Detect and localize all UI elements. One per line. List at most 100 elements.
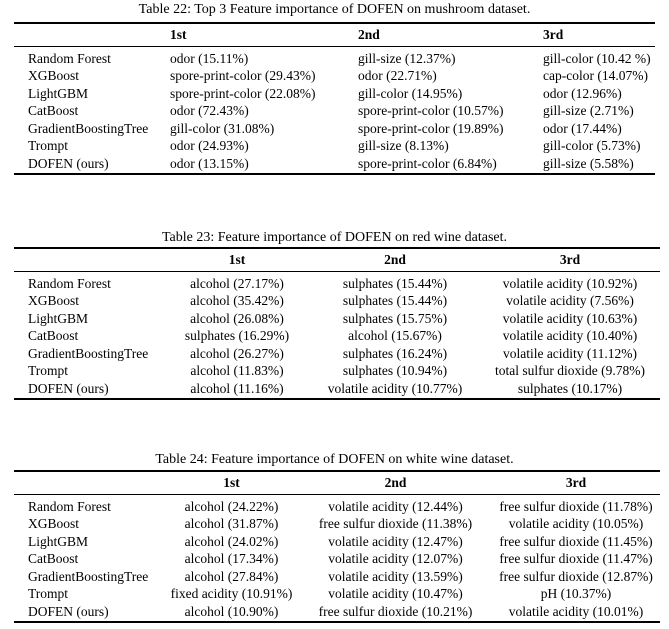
model-name: Random Forest xyxy=(28,275,111,291)
feature-cell: cap-color (14.07%) xyxy=(543,68,648,84)
table-row: LightGBM alcohol (26.08%) sulphates (15.… xyxy=(14,310,660,328)
table-row: CatBoost alcohol (17.34%) volatile acidi… xyxy=(14,551,660,569)
feature-cell: free sulfur dioxide (11.78%) xyxy=(499,498,653,514)
table-23-caption: Table 23: Feature importance of DOFEN on… xyxy=(161,230,508,245)
feature-cell: alcohol (27.17%) xyxy=(190,275,284,291)
feature-cell: gill-size (12.37%) xyxy=(358,50,456,66)
column-header-3rd: 3rd xyxy=(543,23,655,47)
model-name: CatBoost xyxy=(28,103,79,119)
feature-cell: volatile acidity (7.56%) xyxy=(506,293,634,309)
table-row: Random Forest alcohol (27.17%) sulphates… xyxy=(14,272,660,293)
feature-cell: volatile acidity (10.05%) xyxy=(508,516,644,532)
feature-cell: spore-print-color (19.89%) xyxy=(358,120,504,136)
table-22-caption: Table 22: Top 3 Feature importance of DO… xyxy=(138,2,531,17)
model-name: Trompt xyxy=(28,363,69,379)
corner-cell xyxy=(14,248,164,272)
feature-cell: gill-size (8.13%) xyxy=(358,138,449,154)
model-name: CatBoost xyxy=(28,551,79,567)
corner-cell xyxy=(14,23,170,47)
model-name: XGBoost xyxy=(28,293,80,309)
feature-cell: total sulfur dioxide (9.78%) xyxy=(495,363,645,379)
column-header-3rd: 3rd xyxy=(492,471,660,495)
feature-cell: alcohol (31.87%) xyxy=(184,516,279,532)
feature-cell: sulphates (16.29%) xyxy=(184,328,290,344)
table-24-white-wine-feature-importance: 1st 2nd 3rd Random Forest alcohol (24.22… xyxy=(14,470,660,623)
model-name: Trompt xyxy=(28,586,69,602)
feature-cell: volatile acidity (12.44%) xyxy=(328,498,463,514)
table-row: Trompt fixed acidity (10.91%) volatile a… xyxy=(14,586,660,604)
model-name: CatBoost xyxy=(28,328,79,344)
column-header-3rd: 3rd xyxy=(480,248,660,272)
table-row: CatBoost sulphates (16.29%) alcohol (15.… xyxy=(14,328,660,346)
feature-cell: alcohol (27.84%) xyxy=(184,568,279,584)
model-name: GradientBoostingTree xyxy=(28,568,149,584)
model-name: Random Forest xyxy=(28,498,111,514)
feature-cell: volatile acidity (10.63%) xyxy=(502,310,638,326)
model-name: GradientBoostingTree xyxy=(28,120,149,136)
feature-cell: volatile acidity (10.01%) xyxy=(508,603,644,619)
table-row: Random Forest odor (15.11%) gill-size (1… xyxy=(14,47,655,68)
feature-cell: volatile acidity (13.59%) xyxy=(328,568,463,584)
model-name: Random Forest xyxy=(28,50,111,66)
table-row: CatBoost odor (72.43%) spore-print-color… xyxy=(14,103,655,121)
table-24-caption: Table 24: Feature importance of DOFEN on… xyxy=(155,452,514,467)
table-row: GradientBoostingTree gill-color (31.08%)… xyxy=(14,120,655,138)
feature-cell: alcohol (35.42%) xyxy=(190,293,284,309)
column-header-1st: 1st xyxy=(170,23,358,47)
feature-cell: alcohol (11.83%) xyxy=(190,363,284,379)
table-row: DOFEN (ours) alcohol (10.90%) free sulfu… xyxy=(14,603,660,622)
model-name: Trompt xyxy=(28,138,69,154)
feature-cell: spore-print-color (10.57%) xyxy=(358,103,504,119)
header-row: 1st 2nd 3rd xyxy=(14,471,660,495)
feature-cell: volatile acidity (12.07%) xyxy=(328,551,463,567)
feature-cell: odor (24.93%) xyxy=(170,138,249,154)
feature-cell: free sulfur dioxide (10.21%) xyxy=(318,603,473,619)
feature-cell: gill-color (31.08%) xyxy=(170,120,275,136)
feature-cell: free sulfur dioxide (12.87%) xyxy=(499,568,653,584)
feature-cell: sulphates (16.24%) xyxy=(342,345,448,361)
feature-cell: gill-color (10.42 %) xyxy=(543,50,651,66)
feature-cell: odor (15.11%) xyxy=(170,50,249,66)
table-row: LightGBM alcohol (24.02%) volatile acidi… xyxy=(14,533,660,551)
model-name: LightGBM xyxy=(28,533,89,549)
feature-cell: gill-size (2.71%) xyxy=(543,103,634,119)
table-row: XGBoost spore-print-color (29.43%) odor … xyxy=(14,68,655,86)
feature-cell: spore-print-color (29.43%) xyxy=(170,68,316,84)
table-row: Trompt odor (24.93%) gill-size (8.13%) g… xyxy=(14,138,655,156)
model-name: LightGBM xyxy=(28,310,89,326)
feature-cell: spore-print-color (6.84%) xyxy=(358,155,497,171)
feature-cell: sulphates (10.94%) xyxy=(342,363,448,379)
feature-cell: alcohol (26.08%) xyxy=(190,310,284,326)
model-name: GradientBoostingTree xyxy=(28,345,149,361)
column-header-2nd: 2nd xyxy=(310,248,480,272)
model-name: XGBoost xyxy=(28,68,80,84)
model-name: LightGBM xyxy=(28,85,89,101)
feature-cell: alcohol (15.67%) xyxy=(348,328,442,344)
column-header-2nd: 2nd xyxy=(358,23,543,47)
feature-cell: gill-color (5.73%) xyxy=(543,138,641,154)
feature-cell: odor (22.71%) xyxy=(358,68,437,84)
corner-cell xyxy=(14,471,164,495)
feature-cell: volatile acidity (12.47%) xyxy=(328,533,463,549)
feature-cell: odor (72.43%) xyxy=(170,103,249,119)
model-name: DOFEN (ours) xyxy=(28,155,109,171)
feature-cell: sulphates (15.44%) xyxy=(342,293,448,309)
feature-cell: alcohol (17.34%) xyxy=(184,551,279,567)
feature-cell: volatile acidity (10.40%) xyxy=(502,328,638,344)
feature-cell: fixed acidity (10.91%) xyxy=(170,586,293,602)
feature-cell: volatile acidity (11.12%) xyxy=(502,345,638,361)
feature-cell: alcohol (24.22%) xyxy=(184,498,279,514)
feature-cell: odor (17.44%) xyxy=(543,120,622,136)
feature-cell: alcohol (26.27%) xyxy=(190,345,284,361)
table-row: XGBoost alcohol (31.87%) free sulfur dio… xyxy=(14,516,660,534)
feature-cell: free sulfur dioxide (11.47%) xyxy=(499,551,653,567)
table-row: GradientBoostingTree alcohol (27.84%) vo… xyxy=(14,568,660,586)
feature-cell: gill-color (14.95%) xyxy=(358,85,463,101)
feature-cell: pH (10.37%) xyxy=(540,586,612,602)
table-row: DOFEN (ours) odor (13.15%) spore-print-c… xyxy=(14,155,655,174)
feature-cell: alcohol (24.02%) xyxy=(184,533,279,549)
table-23-red-wine-feature-importance: 1st 2nd 3rd Random Forest alcohol (27.17… xyxy=(14,247,660,400)
table-row: LightGBM spore-print-color (22.08%) gill… xyxy=(14,85,655,103)
table-22-mushroom-feature-importance: 1st 2nd 3rd Random Forest odor (15.11%) … xyxy=(14,22,655,175)
header-row: 1st 2nd 3rd xyxy=(14,248,660,272)
